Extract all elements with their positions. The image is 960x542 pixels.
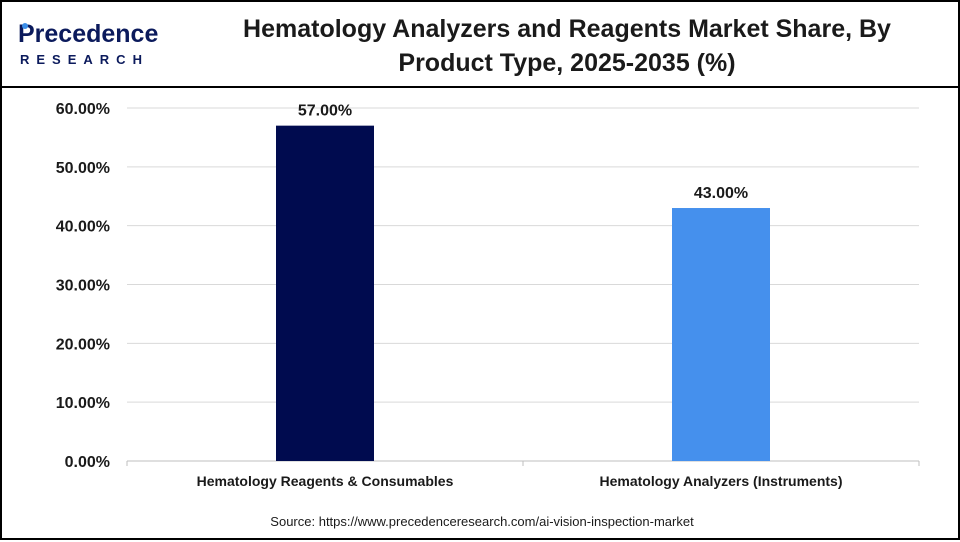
bar — [672, 208, 770, 461]
bar — [276, 125, 374, 462]
logo-wordmark: Precedence — [18, 20, 158, 48]
y-axis-ticks: 0.00% 10.00% 20.00% 30.00% 40.00% 50.00% 60.00… — [56, 101, 110, 471]
y-tick-label: 10.00% — [56, 395, 110, 412]
source-note: Source: https://www.precedenceresearch.c… — [270, 514, 694, 529]
y-tick-label: 50.00% — [56, 160, 110, 177]
y-tick-label: 20.00% — [56, 336, 110, 353]
y-tick-label: 40.00% — [56, 219, 110, 236]
y-tick-label: 30.00% — [56, 278, 110, 295]
logo-accent-dot — [22, 23, 28, 29]
data-label: 43.00% — [694, 185, 748, 202]
y-tick-label: 60.00% — [56, 101, 110, 118]
chart-header: Precedence RESEARCH Hematology Analyzers… — [2, 2, 958, 88]
chart-title: Hematology Analyzers and Reagents Market… — [243, 15, 891, 77]
x-axis-labels: Hematology Reagents & Consumables Hematol… — [197, 473, 843, 489]
data-label: 57.00% — [298, 103, 352, 120]
bars — [126, 125, 920, 466]
logo-graphic: Precedence RESEARCH — [18, 20, 158, 67]
x-tick-label: Hematology Reagents & Consumables — [197, 473, 454, 489]
x-tick-label: Hematology Analyzers (Instruments) — [600, 473, 843, 489]
precedence-research-logo: Precedence RESEARCH — [16, 14, 166, 74]
gridlines — [127, 107, 919, 403]
logo-subtitle: RESEARCH — [20, 52, 149, 67]
y-tick-label: 0.00% — [65, 454, 110, 471]
data-labels: 57.00% 43.00% — [298, 103, 748, 202]
